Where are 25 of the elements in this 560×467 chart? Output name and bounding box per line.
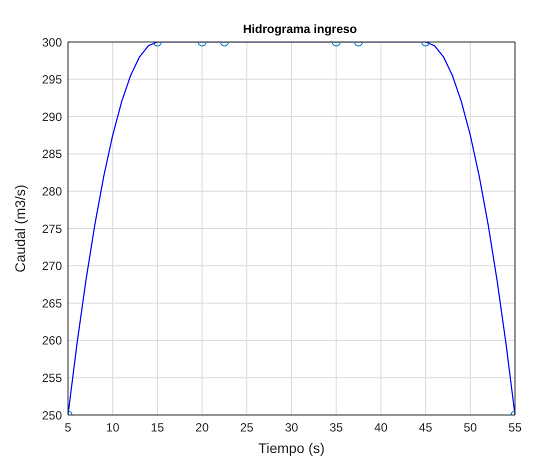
y-tick-label: 285 — [42, 147, 62, 162]
y-tick-label: 255 — [42, 370, 62, 385]
x-tick-label: 5 — [64, 420, 72, 435]
x-tick-label: 40 — [374, 420, 388, 435]
y-tick-label: 295 — [42, 72, 62, 87]
y-axis-title: Caudal (m3/s) — [12, 184, 28, 272]
y-tick-label: 265 — [42, 296, 62, 310]
y-tick-label: 260 — [42, 334, 62, 348]
x-tick-label: 20 — [195, 420, 210, 435]
x-tick-label: 15 — [150, 420, 164, 435]
y-tick-label: 280 — [42, 184, 62, 198]
x-tick-label: 50 — [464, 420, 478, 435]
y-tick-label: 250 — [42, 408, 62, 422]
y-tick-label: 270 — [42, 259, 62, 274]
x-tick-label: 30 — [284, 420, 298, 435]
x-tick-label: 35 — [330, 420, 344, 435]
y-tick-label: 300 — [42, 35, 62, 50]
x-tick-label: 10 — [106, 420, 120, 435]
x-tick-label: 45 — [418, 420, 433, 435]
x-tick-label: 55 — [508, 420, 522, 435]
y-tick-label: 275 — [42, 222, 62, 236]
x-axis-title: Tiempo (s) — [258, 440, 325, 456]
x-tick-label: 25 — [240, 420, 254, 435]
chart-title: Hidrograma ingreso — [242, 22, 358, 36]
y-tick-label: 290 — [42, 110, 62, 124]
